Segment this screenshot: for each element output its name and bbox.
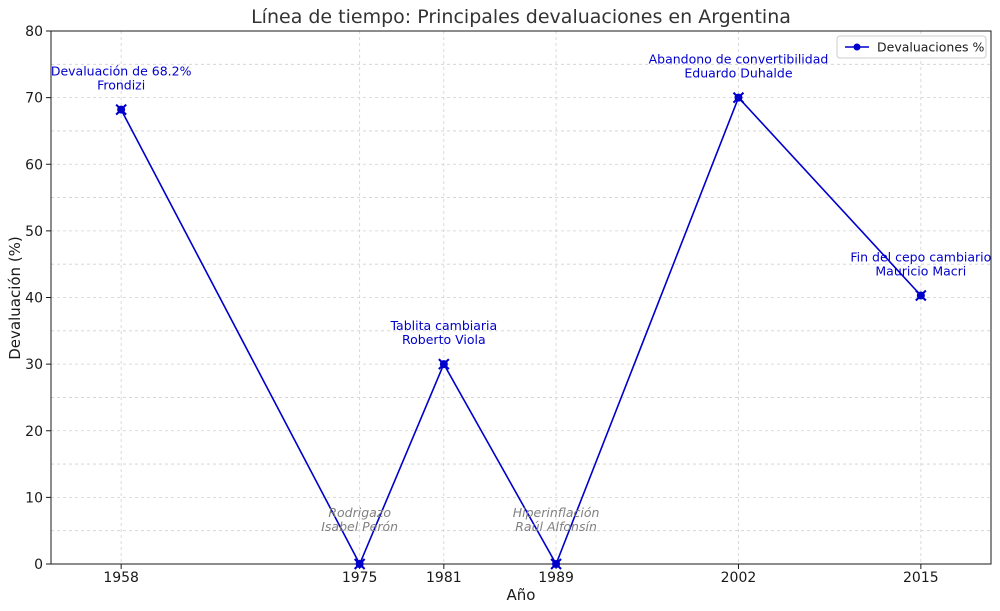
x-tick-label: 1989 — [538, 570, 574, 586]
y-tick-label: 60 — [25, 157, 43, 173]
data-point-x-marker — [115, 103, 127, 116]
y-tick-label: 20 — [25, 424, 43, 440]
y-tick-label: 80 — [25, 24, 43, 40]
annotation-line: Fin del cepo cambiario — [850, 250, 991, 265]
annotation-line: Frondizi — [97, 78, 145, 93]
x-tick-label: 1981 — [426, 570, 462, 586]
annotation-label: Abandono de convertibilidad Eduardo Duhal… — [649, 52, 829, 81]
annotation-line: Raúl Alfonsín — [515, 519, 597, 534]
series-layer — [115, 91, 927, 570]
y-tick-label: 0 — [34, 557, 43, 573]
y-axis-title: Devaluación (%) — [6, 236, 24, 360]
legend-label: Devaluaciones % — [877, 40, 985, 55]
annotation-line: Mauricio Macri — [875, 264, 966, 279]
x-axis-title: Año — [507, 586, 536, 604]
data-point-x-marker — [438, 358, 450, 370]
series-line — [120, 96, 922, 566]
annotation-line: Isabel Perón — [321, 519, 398, 534]
annotation-label: Tablita cambiaria Roberto Viola — [389, 318, 497, 347]
legend-box — [836, 35, 987, 59]
data-point-x-marker — [550, 558, 562, 570]
x-tick-label: 1958 — [103, 570, 139, 586]
chart-title: Línea de tiempo: Principales devaluacion… — [251, 6, 791, 28]
x-tick-label: 1975 — [342, 570, 378, 586]
legend-marker — [853, 43, 861, 51]
annotation-line: Eduardo Duhalde — [684, 66, 792, 81]
annotation-line: Rodrigazo — [328, 505, 391, 520]
axes: 0 10 20 30 40 50 60 70 80 1958 1975 1981 1989 2002 201… — [25, 24, 992, 586]
data-point-x-marker — [915, 289, 927, 302]
y-tick-label: 40 — [25, 291, 43, 307]
annotation-label: Fin del cepo cambiario Mauricio Macri — [850, 250, 991, 279]
annotation-label: Devaluación de 68.2% Frondizi — [51, 64, 192, 93]
legend: Devaluaciones % — [836, 35, 987, 59]
annotation-label: Rodrigazo Isabel Perón — [321, 505, 398, 534]
annotations: Devaluación de 68.2% Frondizi Rodrigazo Isa… — [51, 52, 991, 534]
x-tick-label: 2002 — [721, 570, 757, 586]
y-tick-label: 70 — [25, 91, 43, 107]
y-tick-label: 10 — [25, 490, 43, 506]
grid-lines — [51, 30, 991, 565]
annotation-label: Hiperinflación Raúl Alfonsín — [513, 505, 600, 534]
annotation-line: Roberto Viola — [402, 332, 486, 347]
annotation-line: Devaluación de 68.2% — [51, 64, 192, 79]
y-tick-label: 30 — [25, 357, 43, 373]
x-tick-label: 2015 — [903, 570, 939, 586]
annotation-line: Abandono de convertibilidad — [649, 52, 829, 67]
annotation-line: Tablita cambiaria — [389, 318, 497, 333]
data-point-x-marker — [732, 91, 745, 104]
y-tick-label: 50 — [25, 224, 43, 240]
data-point-x-marker — [353, 558, 366, 570]
annotation-line: Hiperinflación — [513, 505, 600, 520]
